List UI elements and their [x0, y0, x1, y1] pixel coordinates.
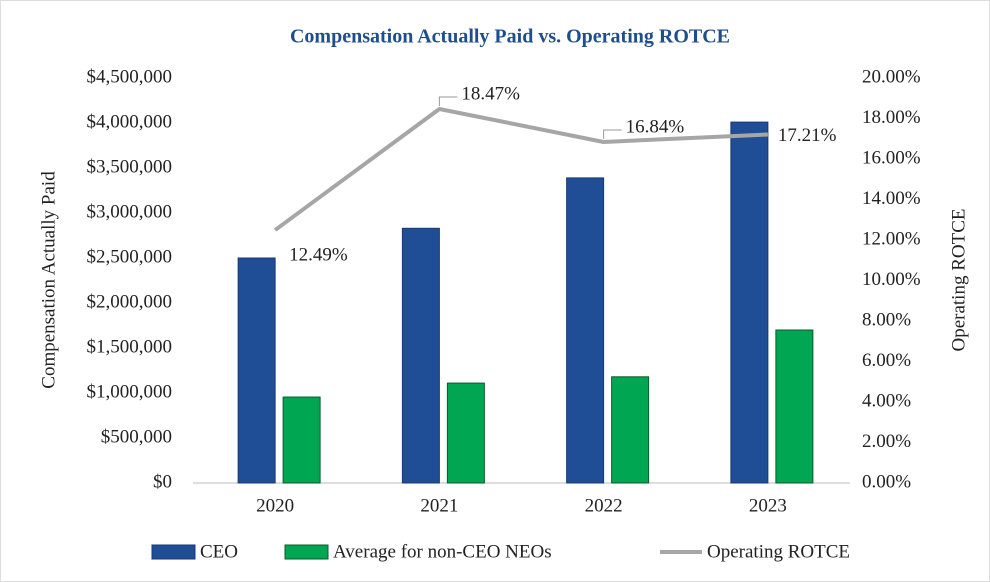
y-tick-label: $1,000,000 — [87, 381, 173, 402]
data-label: 18.47% — [461, 83, 520, 104]
y2-tick-label: 18.00% — [862, 107, 921, 128]
legend-label: CEO — [200, 541, 238, 562]
y-tick-label: $2,500,000 — [87, 246, 173, 267]
y2-axis-title: Operating ROTCE — [948, 208, 969, 351]
x-tick-label: 2023 — [749, 495, 787, 516]
y2-tick-label: 8.00% — [862, 309, 911, 330]
y2-tick-label: 0.00% — [862, 471, 911, 492]
y2-tick-label: 6.00% — [862, 350, 911, 371]
y-tick-label: $4,000,000 — [87, 111, 173, 132]
leader-line — [438, 96, 458, 106]
y-tick-label: $1,500,000 — [87, 336, 173, 357]
data-label: 17.21% — [778, 125, 837, 146]
y-tick-label: $3,000,000 — [87, 201, 173, 222]
legend-swatch — [284, 544, 329, 560]
y-tick-label: $3,500,000 — [87, 156, 173, 177]
data-label: 16.84% — [626, 116, 685, 137]
y2-tick-label: 10.00% — [862, 269, 921, 290]
leader-line — [603, 129, 622, 139]
legend-swatch — [151, 544, 196, 560]
legend-label: Operating ROTCE — [707, 541, 850, 562]
bar — [237, 257, 276, 484]
line — [273, 106, 768, 232]
y2-tick-label: 20.00% — [862, 66, 921, 87]
bar — [401, 227, 440, 484]
chart-title: Compensation Actually Paid vs. Operating… — [290, 26, 730, 48]
y2-tick-label: 4.00% — [862, 390, 911, 411]
y-tick-label: $2,000,000 — [87, 291, 173, 312]
bar — [775, 329, 814, 484]
y-tick-label: $500,000 — [101, 426, 172, 447]
x-tick-label: 2021 — [420, 495, 458, 516]
data-label: 12.49% — [289, 244, 348, 265]
bar — [730, 121, 769, 484]
y2-tick-label: 12.00% — [862, 228, 921, 249]
x-tick-label: 2022 — [585, 495, 623, 516]
y-axis-title: Compensation Actually Paid — [38, 171, 59, 389]
x-tick-label: 2020 — [256, 495, 294, 516]
bar — [566, 177, 605, 484]
bar — [611, 376, 650, 484]
y2-tick-label: 2.00% — [862, 431, 911, 452]
y-tick-label: $4,500,000 — [87, 66, 173, 87]
bar — [282, 396, 321, 484]
y2-tick-label: 16.00% — [862, 147, 921, 168]
legend-label: Average for non-CEO NEOs — [333, 541, 552, 562]
y2-tick-label: 14.00% — [862, 188, 921, 209]
bar — [446, 382, 485, 484]
y-tick-label: $0 — [153, 471, 172, 492]
